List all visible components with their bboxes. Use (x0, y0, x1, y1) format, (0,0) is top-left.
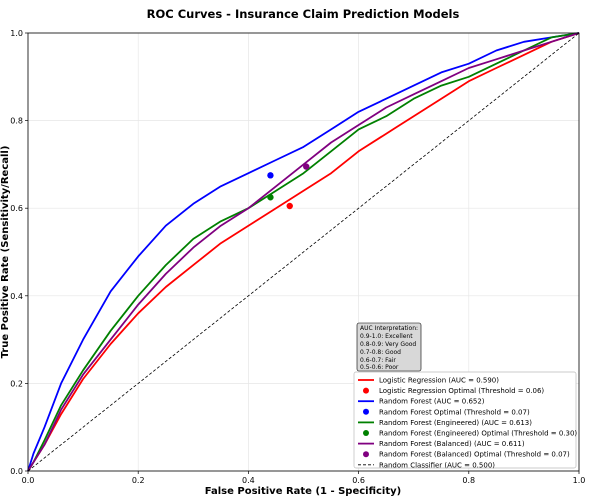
optimal-point-marker (267, 172, 274, 179)
optimal-point-marker (303, 163, 310, 170)
auc-interpretation-box: AUC Interpretation: 0.9-1.0: Excellent 0… (356, 322, 422, 372)
x-tick-label: 0.0 (22, 476, 35, 485)
series-lines (27, 32, 580, 472)
y-tick-label: 0.8 (10, 117, 23, 126)
legend-label: Random Classifier (AUC = 0.500) (379, 461, 495, 469)
roc-curve-line (27, 32, 580, 472)
roc-curve-line (27, 32, 580, 472)
roc-curve-line (27, 32, 580, 472)
legend-label: Random Forest (Engineered) Optimal (Thre… (379, 430, 577, 438)
optimal-point-marker (267, 194, 274, 201)
legend-label: Random Forest (AUC = 0.652) (379, 398, 485, 406)
auc-box-line: 0.8-0.9: Very Good (360, 341, 416, 348)
x-tick-label: 0.2 (132, 476, 145, 485)
legend-label: Logistic Regression (AUC = 0.590) (379, 377, 499, 385)
auc-box-line: 0.5-0.6: Poor (360, 364, 399, 371)
legend-label: Random Forest Optimal (Threshold = 0.07) (379, 408, 530, 416)
x-tick-label: 0.4 (242, 476, 255, 485)
y-axis-ticks: 0.0 0.2 0.4 0.6 0.8 1.0 (10, 29, 28, 476)
x-tick-label: 0.6 (352, 476, 365, 485)
legend-marker (363, 430, 369, 436)
series-markers (267, 163, 310, 210)
x-axis-label: False Positive Rate (1 - Specificity) (205, 486, 401, 497)
legend-marker (363, 451, 369, 458)
roc-curve-line (27, 32, 580, 472)
random-classifier-line (27, 32, 580, 472)
optimal-point-marker (286, 202, 293, 210)
legend-label: Logistic Regression Optimal (Threshold =… (379, 387, 544, 395)
legend-entries: Logistic Regression (AUC = 0.590) Logisti… (358, 377, 577, 469)
y-axis-label: True Positive Rate (Sensitivity/Recall) (0, 146, 11, 359)
legend-frame (353, 371, 577, 469)
plot-frame (27, 32, 580, 472)
legend: Logistic Regression (AUC = 0.590) Logisti… (353, 371, 577, 469)
y-tick-label: 0.6 (10, 204, 23, 213)
legend-label: Random Forest (Engineered) (AUC = 0.613) (379, 419, 532, 427)
auc-box-line: 0.6-0.7: Fair (360, 357, 396, 364)
y-tick-label: 0.2 (10, 379, 23, 388)
x-tick-label: 0.8 (462, 476, 475, 485)
auc-box-title: AUC Interpretation: (360, 325, 418, 332)
auc-box-line: 0.7-0.8: Good (360, 349, 401, 356)
auc-box-line: 0.9-1.0: Excellent (360, 333, 413, 340)
legend-marker (363, 408, 369, 415)
y-tick-label: 1.0 (10, 29, 23, 38)
legend-label: Random Forest (Balanced) Optimal (Thresh… (379, 451, 570, 459)
chart-title: ROC Curves - Insurance Claim Prediction … (147, 7, 460, 21)
y-tick-label: 0.0 (10, 467, 23, 476)
y-tick-label: 0.4 (10, 292, 23, 301)
x-axis-ticks: 0.0 0.2 0.4 0.6 0.8 1.0 (22, 471, 586, 485)
legend-label: Random Forest (Balanced) (AUC = 0.611) (379, 440, 525, 448)
legend-marker (363, 387, 369, 394)
x-tick-label: 1.0 (573, 476, 586, 485)
